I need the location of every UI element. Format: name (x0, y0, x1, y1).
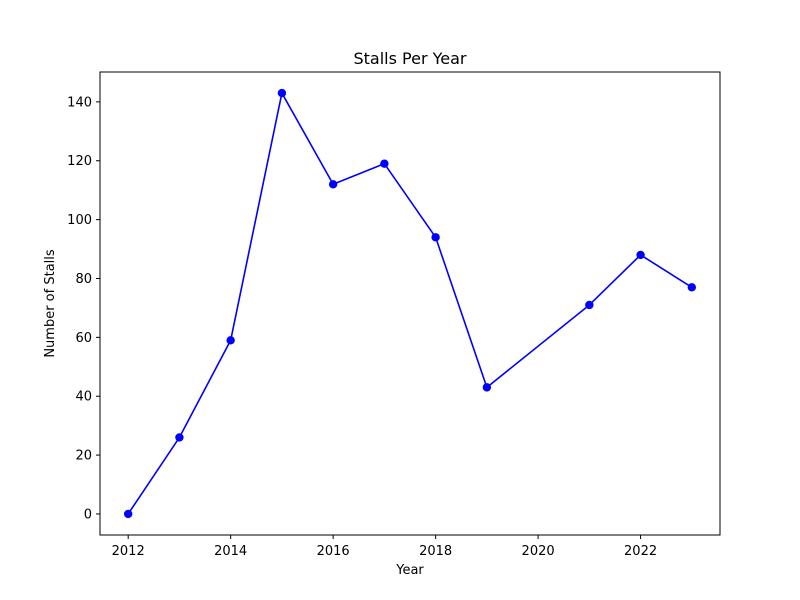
y-tick-label: 100 (67, 213, 92, 228)
data-point-2012 (123, 509, 133, 519)
y-tick-label: 0 (84, 507, 92, 522)
y-tick-label: 40 (75, 390, 92, 405)
x-tick-label: 2020 (522, 544, 555, 559)
y-axis-label: Number of Stalls (43, 249, 58, 358)
y-tick-label: 60 (75, 331, 92, 346)
x-tick-label: 2014 (214, 544, 247, 559)
data-point-2014 (226, 336, 235, 345)
x-tick-label: 2012 (112, 544, 145, 559)
ticks-layer: 2012 2014 2016 2018 2020 2022 0 20 40 60 80 100 120 1… (67, 95, 657, 559)
chart-title: Stalls Per Year (353, 49, 466, 68)
y-tick-label: 140 (67, 95, 92, 110)
data-point-2013 (175, 433, 184, 442)
x-tick-label: 2018 (419, 544, 452, 559)
data-point-2017 (380, 159, 389, 168)
data-point-2018 (431, 233, 440, 242)
data-point-2015 (277, 88, 287, 98)
x-tick-label: 2016 (317, 544, 350, 559)
data-point-2022 (636, 250, 645, 260)
data-point-2016 (328, 180, 338, 189)
y-tick-label: 120 (67, 154, 92, 169)
y-tick-label: 80 (75, 272, 92, 287)
x-axis-label: Year (395, 563, 424, 578)
plot-frame (99, 71, 721, 536)
data-point-2023 (687, 283, 697, 292)
x-tick-label: 2022 (624, 544, 657, 559)
y-tick-label: 20 (75, 449, 92, 464)
plot-layer (123, 88, 697, 519)
data-point-2019 (482, 383, 492, 392)
data-point-2021 (585, 300, 594, 310)
